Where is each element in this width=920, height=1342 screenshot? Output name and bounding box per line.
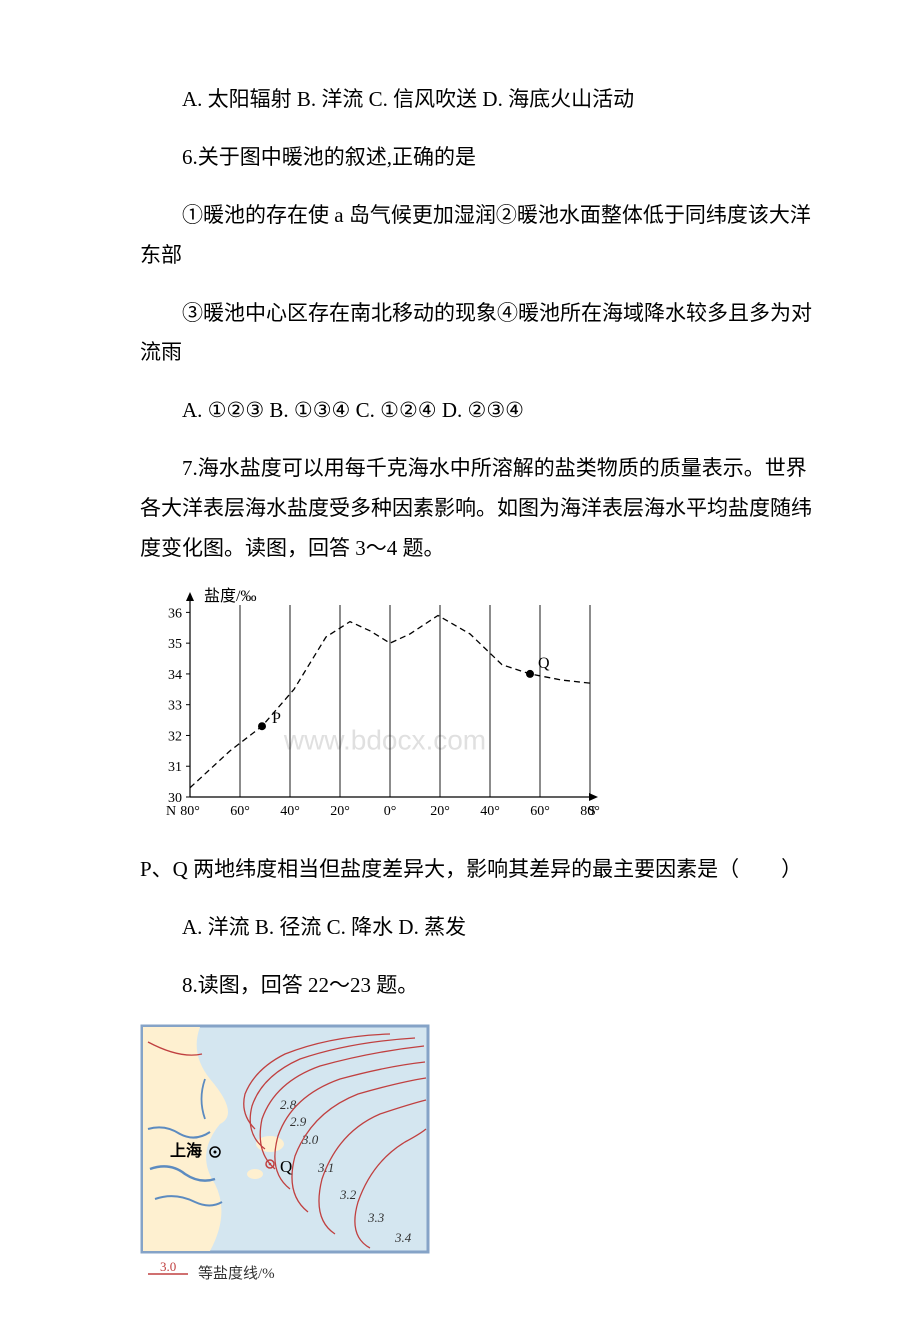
svg-text:S: S bbox=[588, 804, 596, 819]
svg-text:60°: 60° bbox=[230, 804, 250, 819]
svg-text:32: 32 bbox=[168, 729, 182, 744]
svg-text:3.4: 3.4 bbox=[394, 1230, 412, 1245]
svg-text:N: N bbox=[166, 804, 176, 819]
svg-text:80°: 80° bbox=[180, 804, 200, 819]
salinity-chart: www.bdocx.com盐度/‰3031323334353680°60°40°… bbox=[140, 587, 820, 832]
svg-text:20°: 20° bbox=[330, 804, 350, 819]
q7-options: A. 洋流 B. 径流 C. 降水 D. 蒸发 bbox=[140, 908, 820, 948]
shanghai-salinity-map: 2.82.93.03.13.23.33.4上海Q3.0等盐度线/% bbox=[140, 1024, 820, 1284]
svg-text:36: 36 bbox=[168, 606, 182, 621]
svg-text:3.1: 3.1 bbox=[317, 1160, 334, 1175]
q5-options: A. 太阳辐射 B. 洋流 C. 信风吹送 D. 海底火山活动 bbox=[140, 80, 820, 120]
svg-text:3.3: 3.3 bbox=[367, 1210, 385, 1225]
svg-text:2.9: 2.9 bbox=[290, 1114, 307, 1129]
svg-text:33: 33 bbox=[168, 699, 182, 714]
svg-text:3.2: 3.2 bbox=[339, 1187, 357, 1202]
svg-text:0°: 0° bbox=[384, 804, 397, 819]
svg-text:盐度/‰: 盐度/‰ bbox=[204, 587, 256, 605]
svg-text:40°: 40° bbox=[480, 804, 500, 819]
svg-text:31: 31 bbox=[168, 760, 182, 775]
q6-statement-1: ①暖池的存在使 a 岛气候更加湿润②暖池水面整体低于同纬度该大洋东部 bbox=[140, 196, 820, 276]
svg-text:上海: 上海 bbox=[170, 1141, 202, 1160]
svg-text:35: 35 bbox=[168, 637, 182, 652]
svg-text:Q: Q bbox=[280, 1157, 292, 1176]
svg-text:40°: 40° bbox=[280, 804, 300, 819]
svg-text:www.bdocx.com: www.bdocx.com bbox=[283, 724, 486, 755]
svg-text:20°: 20° bbox=[430, 804, 450, 819]
svg-text:34: 34 bbox=[168, 668, 182, 683]
q7-pq-question: P、Q 两地纬度相当但盐度差异大，影响其差异的最主要因素是（ ） bbox=[140, 850, 820, 890]
svg-text:3.0: 3.0 bbox=[160, 1259, 176, 1274]
svg-text:60°: 60° bbox=[530, 804, 550, 819]
svg-text:2.8: 2.8 bbox=[280, 1097, 297, 1112]
q6-stem: 6.关于图中暖池的叙述,正确的是 bbox=[140, 138, 820, 178]
svg-text:等盐度线/%: 等盐度线/% bbox=[198, 1264, 275, 1282]
q7-stem: 7.海水盐度可以用每千克海水中所溶解的盐类物质的质量表示。世界各大洋表层海水盐度… bbox=[140, 449, 820, 569]
q8-stem: 8.读图，回答 22～23 题。 bbox=[140, 966, 820, 1006]
q6-statement-2: ③暖池中心区存在南北移动的现象④暖池所在海域降水较多且多为对流雨 bbox=[140, 294, 820, 374]
svg-text:Q: Q bbox=[538, 655, 550, 672]
svg-text:P: P bbox=[272, 710, 281, 727]
q6-options: A. ①②③ B. ①③④ C. ①②④ D. ②③④ bbox=[140, 391, 820, 431]
